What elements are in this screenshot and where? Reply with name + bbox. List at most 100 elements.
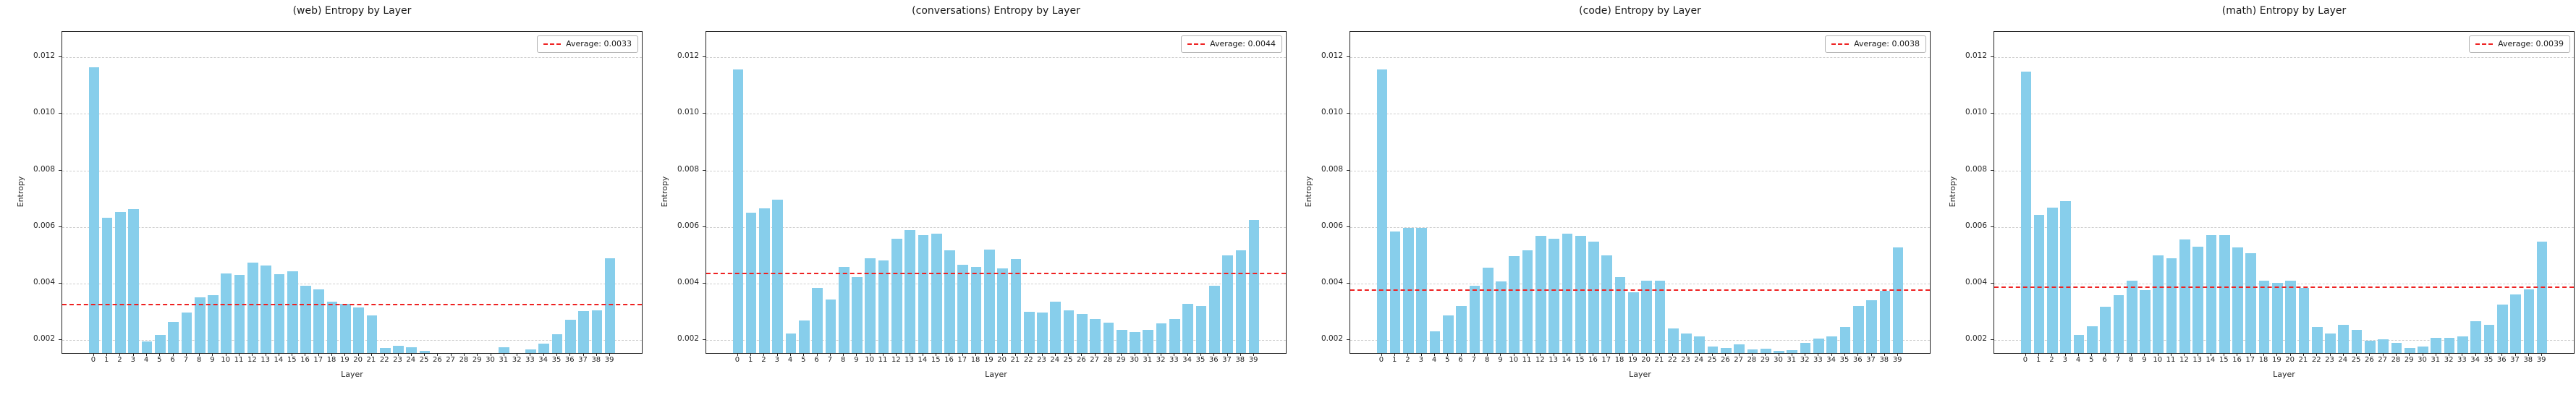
x-tick-label: 30 xyxy=(2418,356,2427,364)
plot-area: Average: 0.0044 xyxy=(706,31,1287,354)
x-tick-mark xyxy=(1187,353,1188,356)
bar-layer-5 xyxy=(155,335,166,353)
y-tick-label: 0.004 xyxy=(1965,278,1987,287)
x-tick-mark xyxy=(1725,353,1726,356)
x-tick-label: 12 xyxy=(891,356,901,364)
average-line-legend-swatch xyxy=(1831,43,1850,45)
bar-layer-29 xyxy=(2404,347,2415,353)
x-tick-label: 32 xyxy=(512,356,522,364)
x-tick-mark xyxy=(1540,353,1541,356)
x-tick-mark xyxy=(252,353,253,356)
y-tick-mark xyxy=(59,226,62,227)
x-tick-mark xyxy=(988,353,990,356)
x-tick-mark xyxy=(2171,353,2172,356)
x-tick-mark xyxy=(344,353,346,356)
bar-layer-24 xyxy=(406,347,418,353)
x-tick-label: 9 xyxy=(2142,356,2147,364)
bar-layer-15 xyxy=(287,271,298,353)
y-tick-label: 0.002 xyxy=(1321,334,1343,344)
bar-layer-17 xyxy=(313,289,325,353)
x-tick-label: 33 xyxy=(1169,356,1179,364)
average-line xyxy=(62,303,642,305)
y-tick-mark xyxy=(703,283,706,284)
x-tick-label: 37 xyxy=(578,356,588,364)
y-tick-mark xyxy=(703,113,706,114)
x-tick-label: 5 xyxy=(801,356,806,364)
x-tick-mark xyxy=(2316,353,2318,356)
x-tick-label: 25 xyxy=(1707,356,1717,364)
x-tick-mark xyxy=(556,353,557,356)
x-tick-mark xyxy=(463,353,465,356)
x-tick-label: 10 xyxy=(1509,356,1519,364)
chart-panel-web: (web) Entropy by Layer Entropy Average: … xyxy=(0,0,644,395)
x-tick-label: 13 xyxy=(260,356,270,364)
x-tick-mark xyxy=(1407,353,1409,356)
y-tick-mark xyxy=(59,169,62,171)
bar-layer-8 xyxy=(838,267,850,353)
x-tick-mark xyxy=(790,353,792,356)
y-tick-mark xyxy=(1347,226,1350,227)
bar-layer-13 xyxy=(2192,247,2203,353)
bar-layer-15 xyxy=(2219,234,2230,353)
chart-title: (code) Entropy by Layer xyxy=(1579,5,1701,17)
bar-layer-21 xyxy=(1654,280,1666,353)
x-tick-mark xyxy=(2541,353,2543,356)
x-tick-label: 0 xyxy=(734,356,740,364)
x-tick-label: 0 xyxy=(2022,356,2028,364)
average-line-legend-swatch xyxy=(1187,43,1206,45)
x-tick-label: 32 xyxy=(1156,356,1166,364)
x-tick-mark xyxy=(2144,353,2145,356)
x-tick-label: 21 xyxy=(1010,356,1020,364)
x-tick-label: 34 xyxy=(1826,356,1836,364)
bar-layer-23 xyxy=(1037,313,1048,353)
bar-layer-13 xyxy=(904,229,915,353)
x-tick-mark xyxy=(1041,353,1043,356)
bar-layer-15 xyxy=(1575,236,1586,353)
x-tick-label: 12 xyxy=(1535,356,1545,364)
x-tick-label: 9 xyxy=(854,356,859,364)
bar-layer-39 xyxy=(604,258,616,353)
x-tick-mark xyxy=(843,353,844,356)
x-tick-mark xyxy=(582,353,584,356)
x-tick-label: 6 xyxy=(1458,356,1463,364)
x-tick-label: 24 xyxy=(1694,356,1704,364)
x-tick-label: 30 xyxy=(1130,356,1139,364)
bar-layer-1 xyxy=(101,217,113,353)
x-tick-mark xyxy=(962,353,963,356)
bar-layer-38 xyxy=(2523,289,2535,353)
y-tick-mark xyxy=(1991,113,1994,114)
x-tick-label: 16 xyxy=(1588,356,1598,364)
chart-panel-code: (code) Entropy by Layer Entropy Average:… xyxy=(1288,0,1932,395)
bar-layer-30 xyxy=(1130,332,1140,353)
y-tick-label: 0.012 xyxy=(33,51,55,61)
y-tick-label: 0.008 xyxy=(677,164,699,174)
x-tick-label: 39 xyxy=(2536,356,2546,364)
x-tick-label: 15 xyxy=(1575,356,1585,364)
bar-layer-0 xyxy=(88,67,100,353)
x-tick-mark xyxy=(1213,353,1215,356)
x-tick-label: 23 xyxy=(1037,356,1046,364)
bar-layer-20 xyxy=(2285,280,2296,353)
y-tick-mark xyxy=(1347,339,1350,341)
bar-layer-5 xyxy=(799,320,810,353)
x-tick-label: 3 xyxy=(130,356,135,364)
bar-layer-12 xyxy=(891,239,902,353)
x-tick-mark xyxy=(1447,353,1449,356)
bar-layer-4 xyxy=(1429,331,1441,353)
x-tick-label: 37 xyxy=(1222,356,1232,364)
x-tick-label: 20 xyxy=(997,356,1007,364)
x-tick-label: 14 xyxy=(918,356,928,364)
bar-layer-20 xyxy=(353,307,364,353)
x-tick-label: 36 xyxy=(1208,356,1219,364)
bar-layer-24 xyxy=(1050,301,1062,353)
x-tick-label: 29 xyxy=(1760,356,1770,364)
bar-layer-14 xyxy=(274,273,285,353)
average-line-legend-swatch xyxy=(543,43,562,45)
x-tick-label: 8 xyxy=(197,356,202,364)
x-axis-label: Layer xyxy=(1629,370,1651,379)
x-tick-mark xyxy=(119,353,121,356)
bar-layer-9 xyxy=(2140,290,2151,353)
x-tick-mark xyxy=(1226,353,1228,356)
x-tick-label: 23 xyxy=(2325,356,2334,364)
x-tick-mark xyxy=(816,353,818,356)
